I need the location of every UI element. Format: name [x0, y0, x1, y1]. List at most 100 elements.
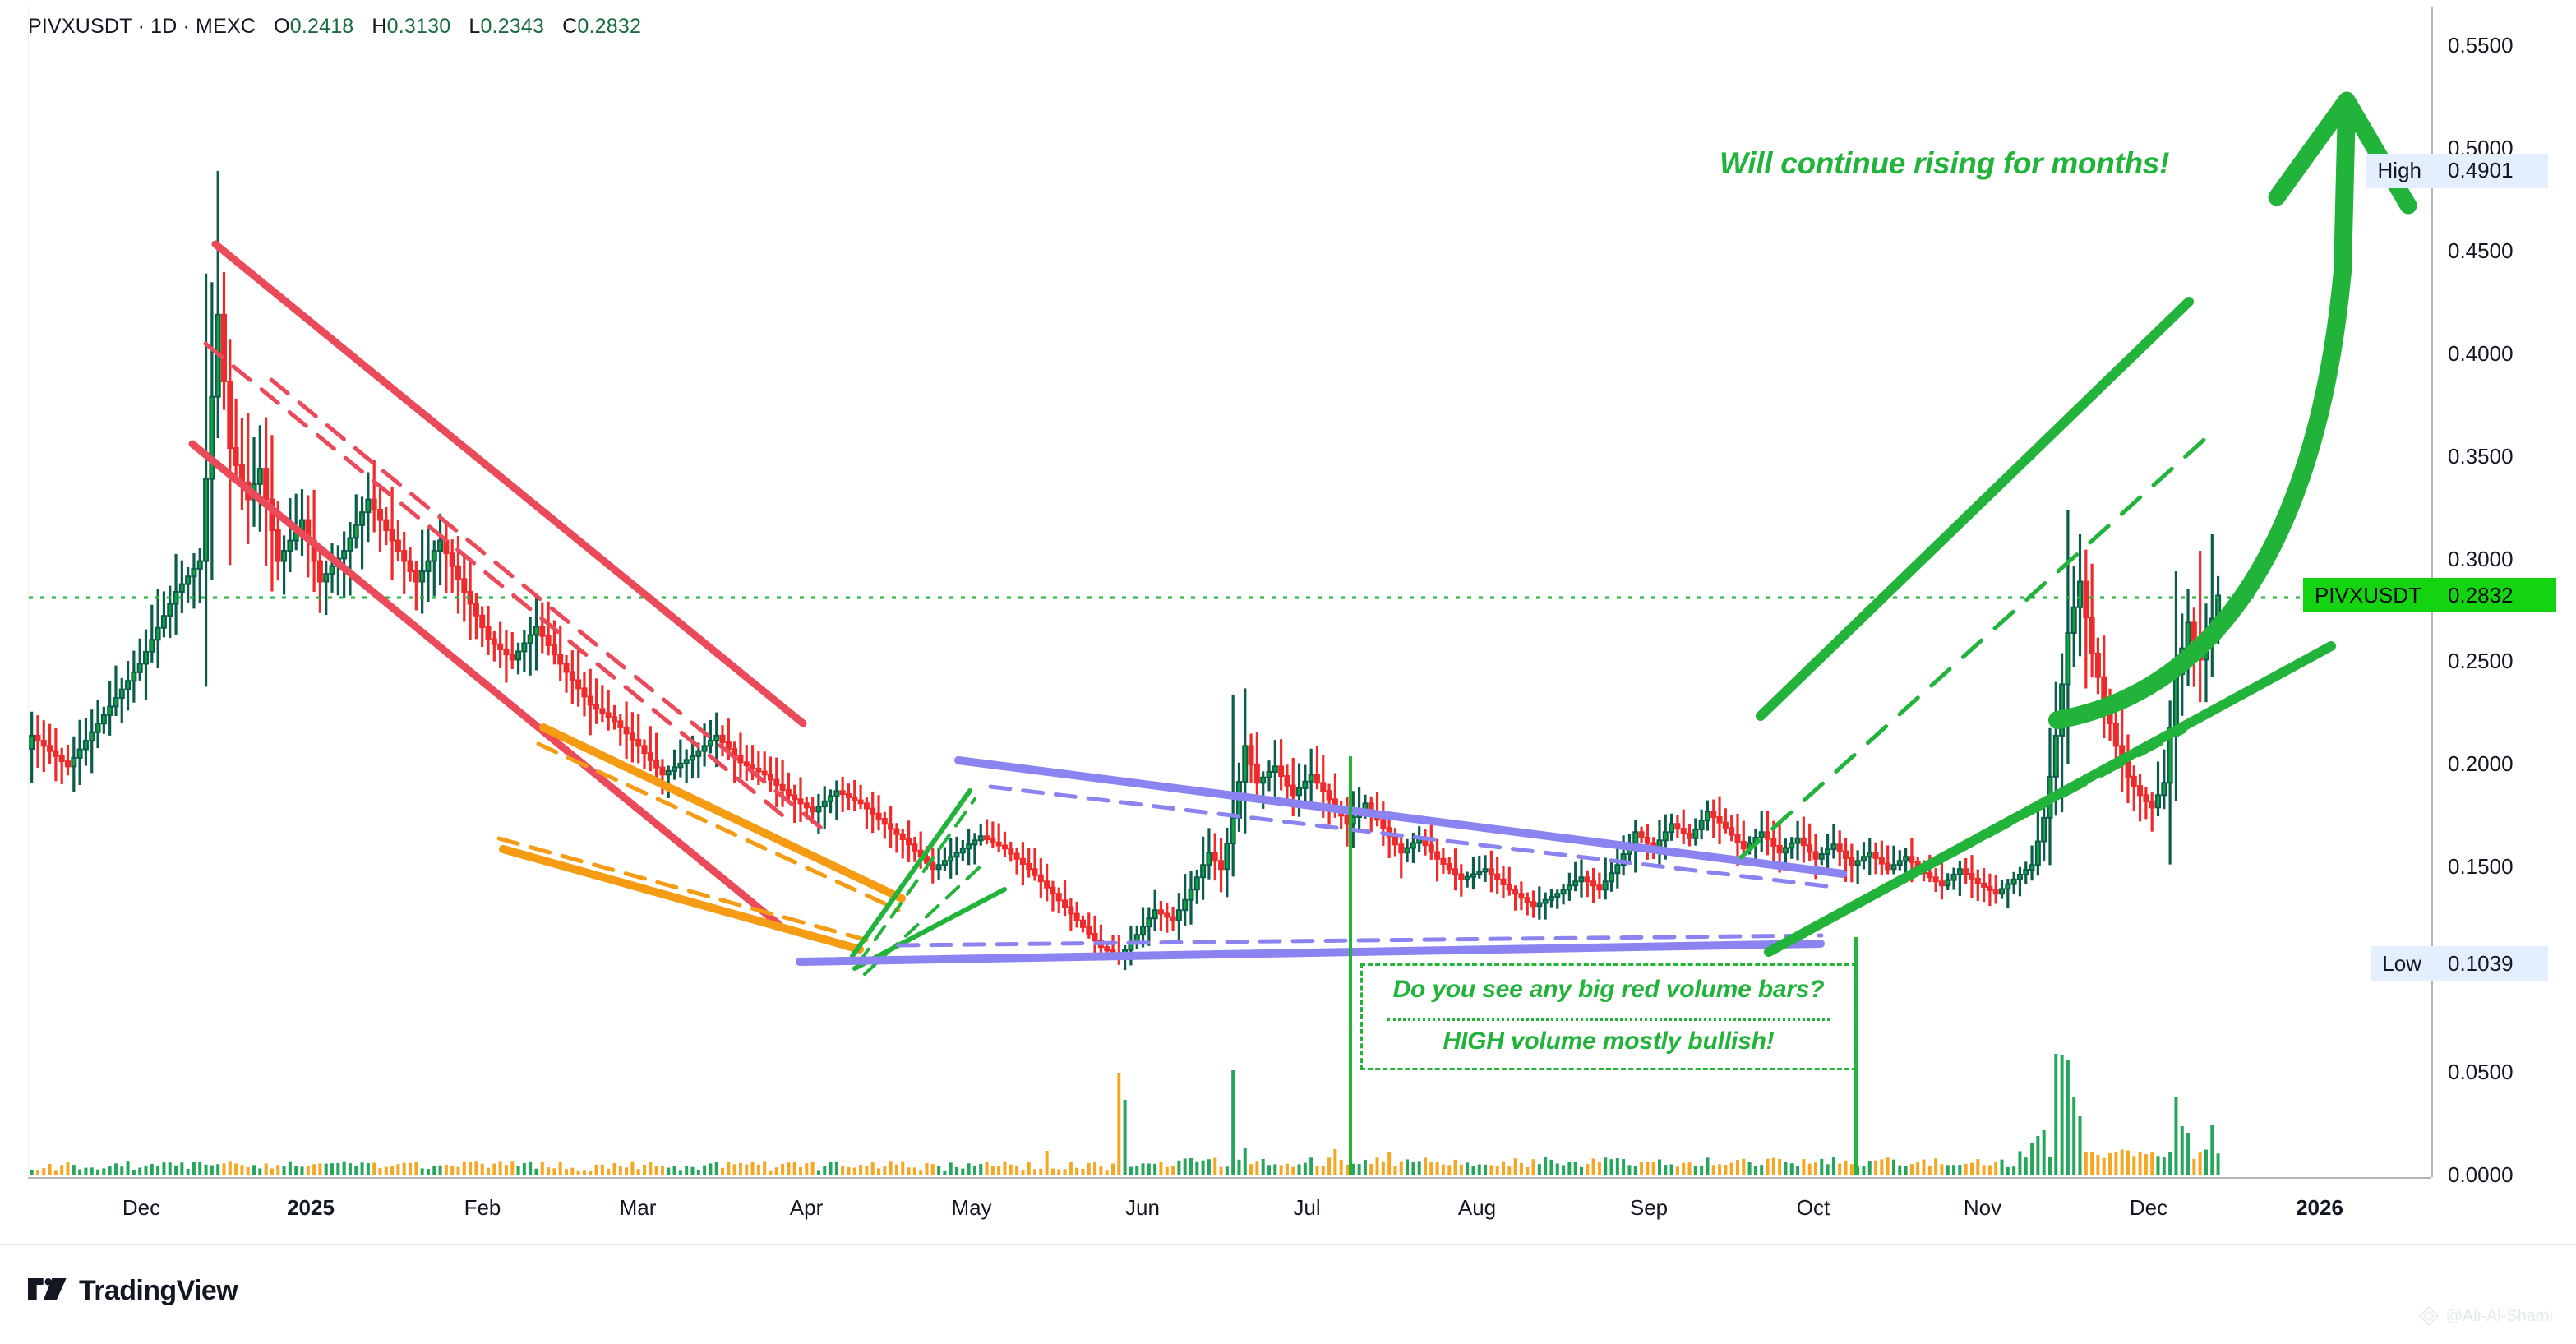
volume-bar	[1201, 1160, 1205, 1175]
candle-body	[2083, 580, 2089, 619]
candle-body	[1794, 837, 1801, 844]
volume-bar	[961, 1168, 965, 1175]
candle-body	[82, 740, 89, 751]
candle-body	[1903, 856, 1909, 862]
candle-body	[2034, 840, 2041, 866]
volume-bar	[1687, 1162, 1692, 1175]
candle-body	[209, 395, 215, 480]
volume-bar	[282, 1166, 286, 1175]
volume-bar	[1940, 1164, 1944, 1175]
volume-bar	[1399, 1161, 1403, 1175]
volume-bar	[432, 1166, 436, 1175]
volume-bar	[2024, 1157, 2028, 1175]
volume-bar	[1027, 1162, 1031, 1175]
tradingview-logo[interactable]: TradingView	[28, 1275, 238, 1307]
candle-body	[1620, 852, 1627, 866]
volume-bar	[1784, 1162, 1788, 1175]
low-marker-value: 0.1039	[2448, 950, 2514, 976]
volume-bar	[1573, 1162, 1577, 1175]
volume-bar	[1958, 1165, 1962, 1175]
green-ascending-channel[interactable]	[1738, 297, 2336, 957]
volume-bar	[1495, 1166, 1499, 1175]
volume-bar	[625, 1167, 629, 1175]
volume-bar	[174, 1165, 178, 1175]
legend-exchange[interactable]: MEXC	[196, 15, 256, 38]
candle-body	[1308, 774, 1314, 783]
volume-bar	[738, 1162, 742, 1175]
time-tick: 2025	[287, 1195, 335, 1220]
volume-bar	[630, 1161, 635, 1175]
volume-bar	[576, 1170, 580, 1175]
time-tick: Oct	[1796, 1195, 1830, 1220]
candle-body	[2112, 722, 2119, 747]
legend-symbol[interactable]: PIVXUSDT	[28, 15, 132, 38]
purple-descending-wedge[interactable]	[796, 756, 1847, 966]
candle-body	[611, 716, 617, 723]
volume-bar	[1826, 1164, 1830, 1175]
candle-body	[1260, 776, 1267, 784]
volume-bar	[1484, 1164, 1488, 1175]
candle-body	[1290, 784, 1296, 797]
volume-bar	[186, 1168, 190, 1175]
volume-bar	[1922, 1159, 1926, 1175]
candle-body	[125, 680, 132, 690]
volume-bar	[1363, 1160, 1367, 1175]
candle-body	[737, 755, 744, 764]
candle-body	[2089, 617, 2095, 654]
volume-bar	[1441, 1164, 1445, 1175]
volume-bar	[607, 1168, 611, 1175]
volume-bar	[1693, 1165, 1697, 1175]
candle-body	[1019, 857, 1026, 866]
candle-body	[1770, 838, 1777, 847]
candle-body	[1104, 946, 1110, 952]
candle-body	[227, 380, 233, 450]
candle-body	[1669, 823, 1675, 834]
candle-body	[1614, 864, 1621, 875]
candle-body	[2161, 782, 2167, 797]
candle-body	[1644, 836, 1650, 844]
volume-bar	[1063, 1169, 1067, 1175]
legend-open: O0.2418	[274, 15, 354, 38]
volume-bar	[1117, 1073, 1121, 1175]
last-price-marker[interactable]: PIVXUSDT 0.2832	[2302, 578, 2556, 613]
volume-bar	[1327, 1157, 1332, 1175]
time-axis-divider	[28, 1177, 2431, 1179]
candle-body	[497, 643, 504, 650]
volume-bar	[1802, 1159, 1806, 1175]
candle-body	[1758, 831, 1765, 838]
candle-body	[2005, 883, 2011, 890]
candle-body	[1013, 852, 1020, 860]
time-axis[interactable]: Dec 2025 Feb Mar Apr May Jun Jul Aug Sep Oct Nov Dec…	[0, 1184, 2431, 1238]
candle-body	[1218, 860, 1225, 871]
volume-bar	[1982, 1165, 1986, 1175]
volume-bar	[1417, 1161, 1421, 1175]
volume-bar	[1466, 1162, 1470, 1175]
chart-legend[interactable]: PIVXUSDT · 1D · MEXC O0.2418 H0.3130 L0.…	[28, 15, 641, 39]
bullish-curved-arrow[interactable]	[2048, 91, 2417, 729]
candle-body	[1609, 872, 1615, 883]
candle-body	[1476, 871, 1483, 875]
volume-bar	[1622, 1159, 1626, 1175]
high-marker[interactable]: High 0.4901	[2366, 153, 2548, 188]
orange-descending-channel[interactable]	[496, 723, 906, 954]
candle-body	[599, 708, 606, 714]
volume-bar	[120, 1166, 124, 1175]
legend-interval[interactable]: 1D	[150, 15, 178, 38]
candle-body	[953, 852, 960, 858]
red-descending-channel[interactable]	[188, 240, 824, 928]
green-small-rising-channel[interactable]	[850, 788, 1007, 976]
candle-body	[1488, 868, 1494, 875]
volume-bar	[792, 1162, 796, 1175]
price-axis[interactable]: 0.5500 0.5000 0.4500 0.4000 0.3500 0.3000 0.25…	[2302, 0, 2576, 1244]
volume-bar	[805, 1163, 809, 1175]
legend-separator-2: ·	[182, 15, 191, 38]
volume-bar	[402, 1162, 406, 1175]
volume-bar	[1856, 1166, 1860, 1175]
candle-body	[1818, 852, 1825, 860]
volume-bar	[859, 1165, 863, 1175]
candle-body	[155, 626, 161, 641]
volume-bar	[823, 1166, 827, 1175]
candle-body	[2155, 794, 2162, 809]
low-marker[interactable]: Low 0.1039	[2371, 946, 2548, 981]
